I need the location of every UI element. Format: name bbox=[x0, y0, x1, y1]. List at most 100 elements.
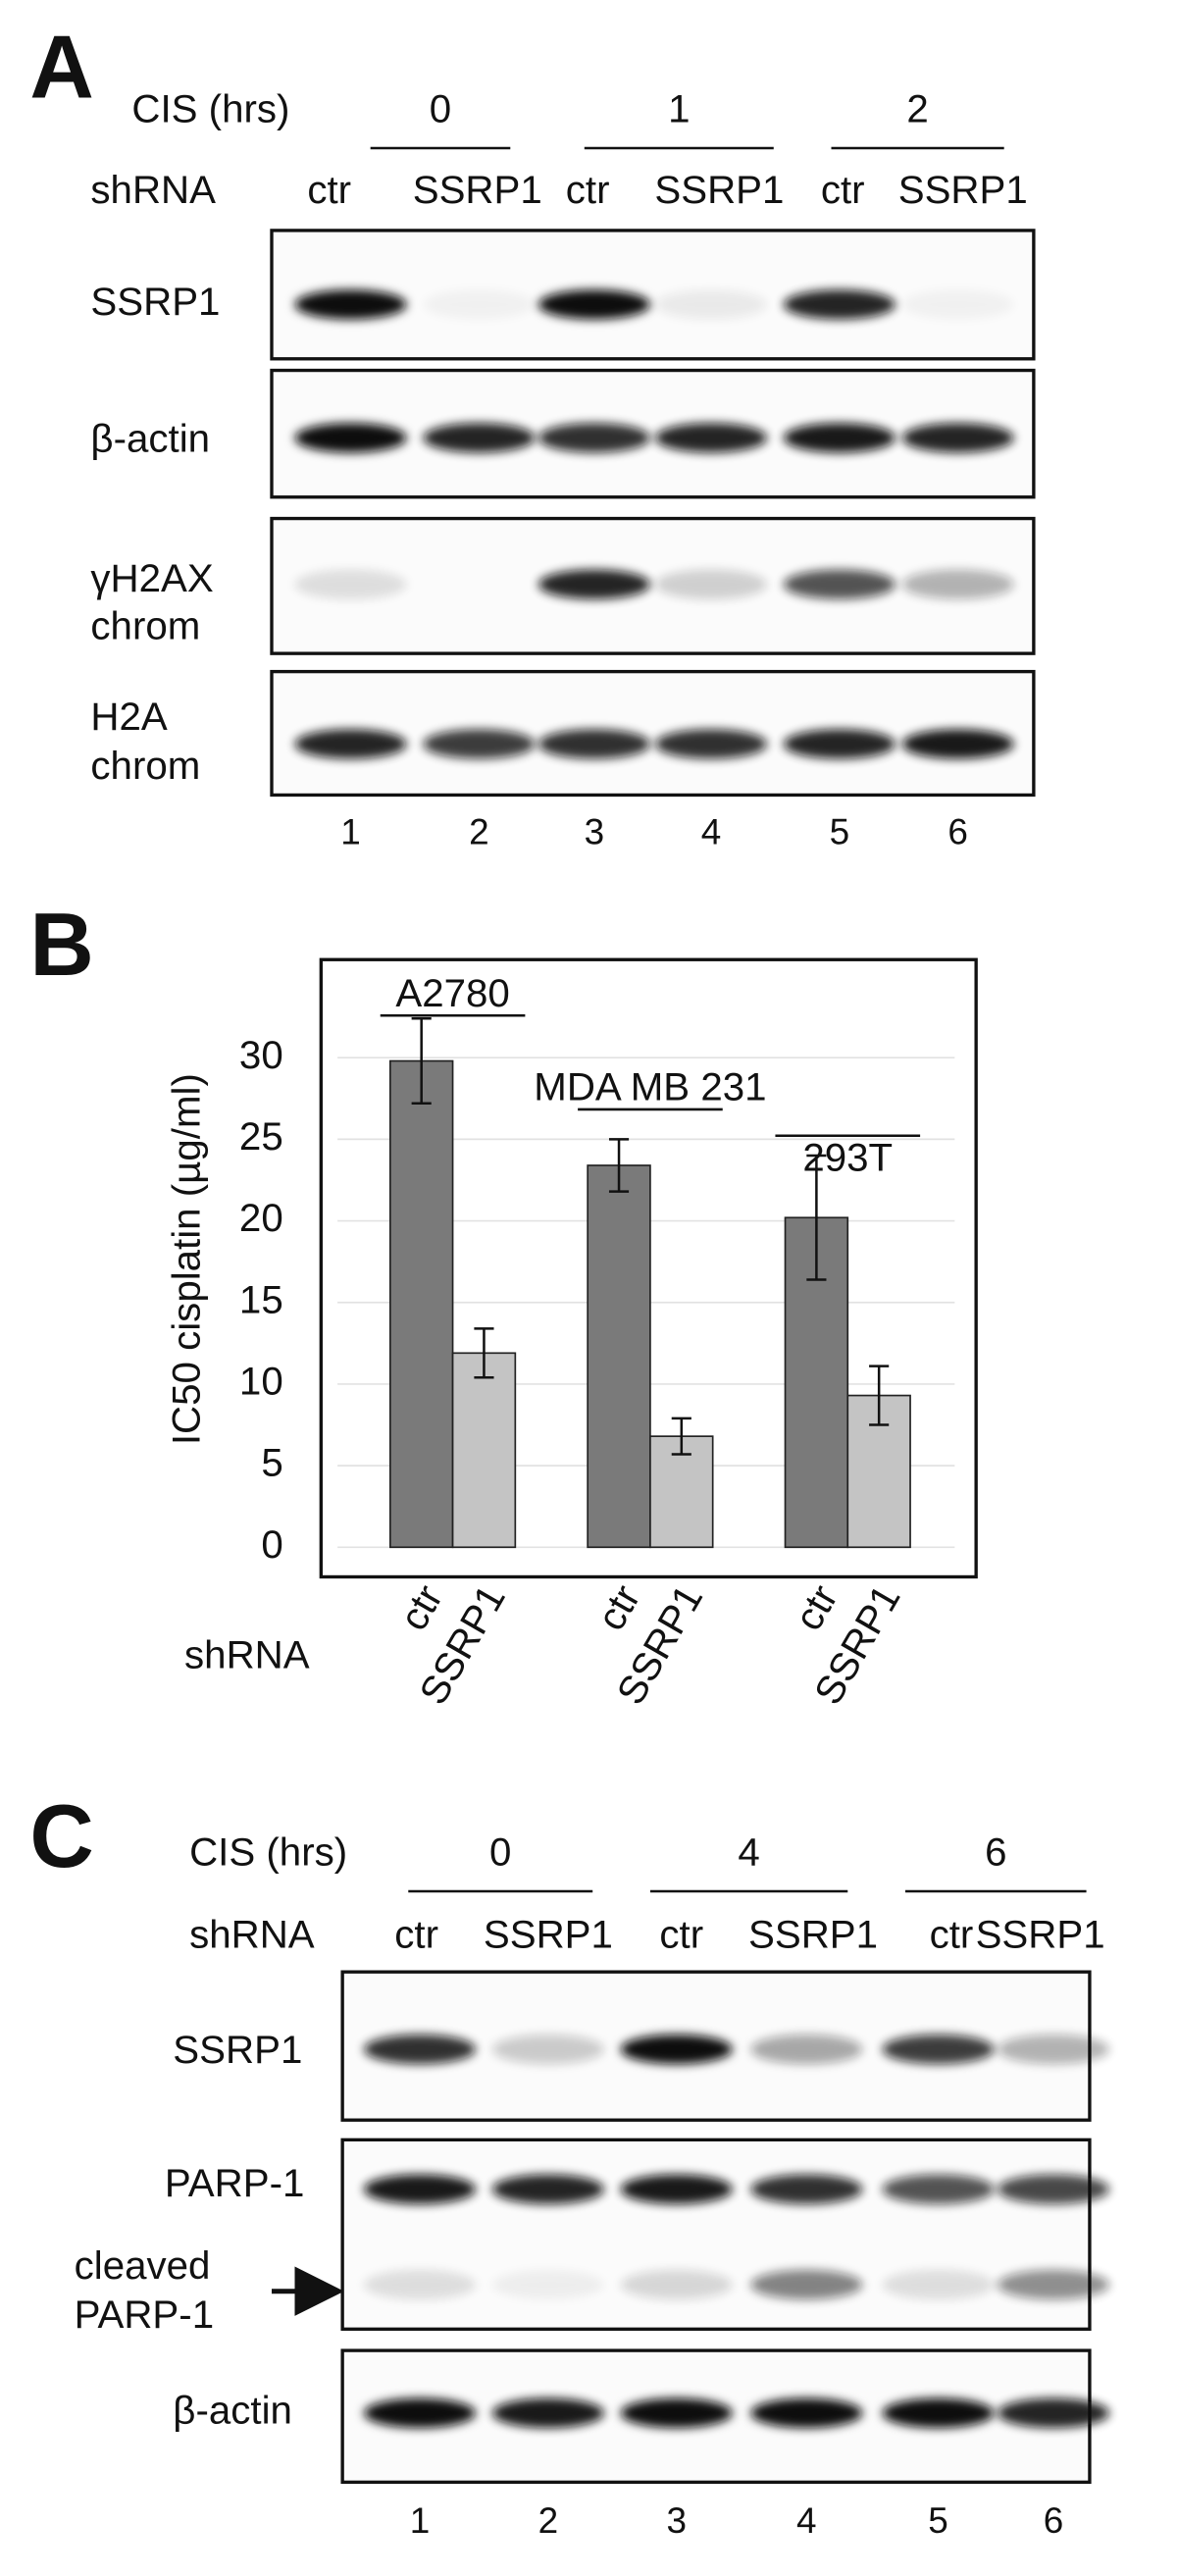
band bbox=[423, 729, 536, 759]
y-tick-label: 0 bbox=[261, 1522, 282, 1567]
shrna-label: shRNA bbox=[90, 168, 216, 212]
x-axis-label: shRNA bbox=[184, 1632, 310, 1676]
band bbox=[294, 289, 407, 320]
lane-number: 2 bbox=[538, 2500, 559, 2541]
band bbox=[901, 423, 1014, 453]
band bbox=[537, 729, 650, 759]
band bbox=[654, 569, 768, 599]
band bbox=[997, 2269, 1110, 2300]
lane-label: ctr bbox=[930, 1913, 974, 1957]
time-label: 0 bbox=[489, 1830, 511, 1875]
blot-label: PARP-1 bbox=[75, 2293, 214, 2337]
band bbox=[882, 2397, 995, 2428]
band bbox=[783, 423, 896, 453]
lane-number: 3 bbox=[585, 811, 605, 851]
band bbox=[882, 2269, 995, 2300]
band bbox=[491, 2269, 604, 2300]
y-tick-label: 20 bbox=[239, 1196, 283, 1240]
group-label: MDA MB 231 bbox=[534, 1064, 766, 1108]
lane-number: 1 bbox=[340, 811, 361, 851]
band bbox=[750, 2174, 863, 2204]
blot-label: SSRP1 bbox=[173, 2028, 302, 2072]
blot-label: chrom bbox=[90, 604, 200, 648]
time-label: 1 bbox=[668, 87, 690, 131]
bar bbox=[388, 1059, 454, 1549]
blot-label: chrom bbox=[90, 744, 200, 788]
y-tick-label: 5 bbox=[261, 1441, 282, 1485]
band bbox=[294, 729, 407, 759]
band bbox=[882, 2034, 995, 2065]
blot-label: H2A bbox=[90, 695, 167, 739]
band bbox=[750, 2397, 863, 2428]
lane-label: SSRP1 bbox=[748, 1913, 878, 1957]
band bbox=[294, 569, 407, 599]
bar bbox=[587, 1164, 651, 1549]
blot-frame bbox=[340, 2138, 1092, 2331]
lane-label: SSRP1 bbox=[484, 1913, 613, 1957]
band bbox=[423, 423, 536, 453]
band bbox=[363, 2397, 477, 2428]
band bbox=[654, 289, 768, 320]
lane-label: ctr bbox=[566, 168, 610, 212]
band bbox=[620, 2174, 733, 2204]
y-tick-label: 10 bbox=[239, 1360, 283, 1404]
lane-number: 3 bbox=[667, 2500, 688, 2541]
band bbox=[997, 2397, 1110, 2428]
band bbox=[750, 2034, 863, 2065]
band bbox=[620, 2269, 733, 2300]
lane-number: 2 bbox=[469, 811, 489, 851]
band bbox=[537, 289, 650, 320]
time-label: 2 bbox=[906, 87, 928, 131]
lane-number: 5 bbox=[928, 2500, 948, 2541]
band bbox=[783, 569, 896, 599]
blot-frame bbox=[270, 669, 1036, 798]
band bbox=[491, 2174, 604, 2204]
blot-label: β-actin bbox=[90, 416, 210, 460]
y-tick-label: 30 bbox=[239, 1033, 283, 1077]
time-label: 6 bbox=[985, 1830, 1006, 1875]
band bbox=[537, 423, 650, 453]
band bbox=[783, 729, 896, 759]
shrna-label: shRNA bbox=[189, 1913, 315, 1957]
lane-number: 1 bbox=[410, 2500, 431, 2541]
lane-label: ctr bbox=[821, 168, 865, 212]
band bbox=[491, 2397, 604, 2428]
lane-label: ctr bbox=[394, 1913, 438, 1957]
group-label: 293T bbox=[802, 1136, 893, 1180]
band bbox=[491, 2034, 604, 2065]
band bbox=[901, 729, 1014, 759]
band bbox=[620, 2397, 733, 2428]
time-label: 0 bbox=[430, 87, 451, 131]
x-tick-label: ctr bbox=[786, 1577, 845, 1637]
lane-label: ctr bbox=[307, 168, 351, 212]
band bbox=[997, 2034, 1110, 2065]
blot-label: cleaved bbox=[75, 2243, 211, 2288]
blot-label: PARP-1 bbox=[165, 2161, 304, 2205]
cis-label: CIS (hrs) bbox=[189, 1830, 347, 1875]
lane-number: 4 bbox=[796, 2500, 817, 2541]
lane-number: 4 bbox=[701, 811, 722, 851]
band bbox=[997, 2174, 1110, 2204]
lane-label: SSRP1 bbox=[898, 168, 1028, 212]
band bbox=[363, 2269, 477, 2300]
lane-number: 6 bbox=[1044, 2500, 1064, 2541]
cis-label: CIS (hrs) bbox=[131, 87, 289, 131]
lane-number: 5 bbox=[830, 811, 850, 851]
blot-label: β-actin bbox=[173, 2389, 292, 2433]
x-tick-label: ctr bbox=[588, 1577, 648, 1637]
band bbox=[294, 423, 407, 453]
band bbox=[423, 289, 536, 320]
blot-label: SSRP1 bbox=[90, 280, 220, 324]
band bbox=[882, 2174, 995, 2204]
band bbox=[620, 2034, 733, 2065]
band bbox=[363, 2034, 477, 2065]
blot-frame bbox=[270, 229, 1036, 361]
band bbox=[750, 2269, 863, 2300]
band bbox=[901, 289, 1014, 320]
time-label: 4 bbox=[738, 1830, 759, 1875]
y-tick-label: 25 bbox=[239, 1114, 283, 1159]
bar bbox=[451, 1352, 517, 1549]
y-tick-label: 15 bbox=[239, 1277, 283, 1321]
group-label: A2780 bbox=[395, 971, 509, 1015]
